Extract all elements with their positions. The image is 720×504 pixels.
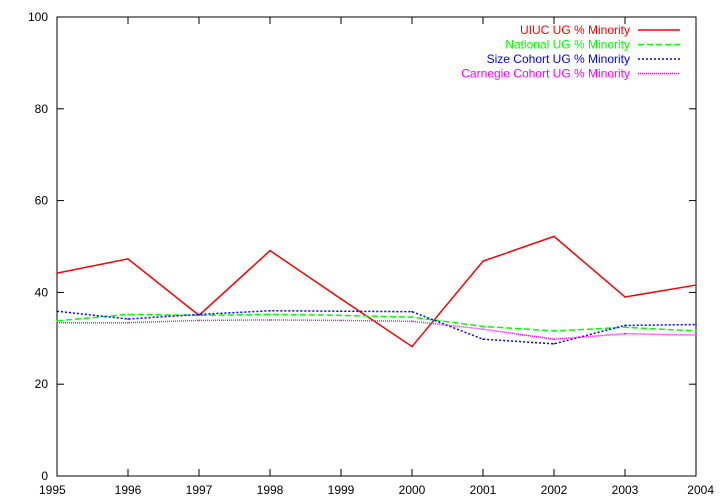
x-tick-label: 1995 (39, 483, 66, 497)
data-point (198, 313, 200, 316)
y-tick-label: 80 (35, 102, 49, 116)
data-point (695, 284, 697, 286)
x-tick-label: 1996 (115, 483, 142, 497)
data-point (269, 249, 271, 252)
data-point (56, 320, 58, 322)
axes: 0 20 40 60 80 100 1995 1996 1997 1998 1999 2000 2001… (28, 10, 714, 497)
data-point (695, 330, 697, 332)
x-tick-label: 2001 (470, 483, 497, 497)
x-tick-label: 2004 (687, 483, 714, 497)
data-point (56, 321, 58, 324)
data-point (340, 298, 342, 300)
legend-label: Carnegie Cohort UG % Minority (461, 67, 630, 81)
x-tick-label: 1999 (328, 483, 355, 497)
series-line-0 (56, 235, 697, 348)
series-line-2 (56, 310, 697, 345)
data-point (411, 320, 413, 323)
data-point (127, 258, 129, 260)
data-point (695, 323, 697, 326)
x-tick-label: 2002 (541, 483, 568, 497)
legend-label: UIUC UG % Minority (520, 23, 630, 37)
data-point (340, 310, 342, 313)
data-point (198, 319, 200, 322)
y-tick-label: 20 (35, 377, 49, 391)
legend-label: Size Cohort UG % Minority (487, 52, 630, 66)
data-point (411, 310, 413, 313)
data-point (482, 328, 484, 330)
data-point (411, 316, 413, 318)
data-point (695, 334, 697, 336)
data-point (624, 296, 626, 298)
data-point (624, 326, 626, 329)
data-point (56, 310, 58, 313)
data-point (482, 325, 484, 328)
y-tick-label: 40 (35, 285, 49, 299)
data-point (624, 324, 626, 327)
data-point (269, 309, 271, 312)
data-point (127, 313, 129, 316)
y-tick-label: 100 (28, 10, 48, 24)
data-point (340, 314, 342, 317)
x-tick-label: 1997 (186, 483, 213, 497)
data-point (269, 319, 271, 321)
data-point (482, 260, 484, 262)
data-point (269, 313, 271, 316)
series-line-3 (57, 319, 697, 340)
series-lines (56, 235, 697, 348)
y-tick-label: 60 (35, 194, 49, 208)
x-tick-label: 2003 (612, 483, 639, 497)
data-point (553, 330, 555, 332)
data-point (411, 345, 413, 348)
data-point (482, 338, 484, 341)
data-point (553, 338, 555, 341)
x-tick-label: 2000 (399, 483, 426, 497)
data-point (553, 235, 555, 238)
data-point (127, 318, 129, 320)
plot-frame (56, 16, 697, 477)
data-point (56, 272, 58, 274)
data-point (127, 321, 129, 324)
data-point (553, 343, 555, 345)
y-tick-label: 0 (41, 469, 48, 483)
data-point (624, 332, 626, 335)
x-tick-label: 1998 (257, 483, 284, 497)
series-line-1 (56, 313, 697, 332)
legend-label: National UG % Minority (505, 38, 630, 52)
data-point (340, 319, 342, 322)
